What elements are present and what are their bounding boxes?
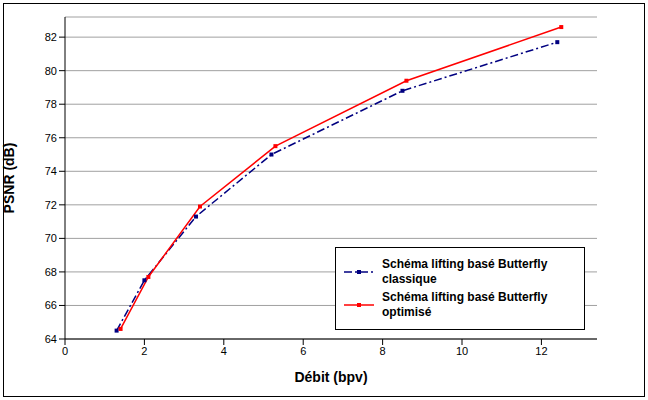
svg-text:4: 4: [221, 345, 227, 357]
svg-text:68: 68: [45, 266, 57, 278]
svg-text:82: 82: [45, 31, 57, 43]
svg-text:72: 72: [45, 199, 57, 211]
svg-text:8: 8: [380, 345, 386, 357]
svg-text:0: 0: [62, 345, 68, 357]
svg-text:80: 80: [45, 65, 57, 77]
html-text:Schéma lifting basé Butterfly: Schéma lifting basé Butterfly optimisé: [382, 290, 548, 319]
svg-text:Débit (bpv): Débit (bpv): [294, 369, 367, 385]
svg-text:12: 12: [535, 345, 547, 357]
svg-text:PSNR (dB): PSNR (dB): [1, 143, 17, 214]
svg-text:76: 76: [45, 132, 57, 144]
svg-text:10: 10: [456, 345, 468, 357]
svg-text:74: 74: [45, 165, 57, 177]
html-text:Schéma lifting basé Butterfly: Schéma lifting basé Butterfly classique: [382, 257, 548, 286]
svg-text:78: 78: [45, 98, 57, 110]
svg-text:70: 70: [45, 232, 57, 244]
svg-text:64: 64: [45, 333, 57, 345]
svg-text:6: 6: [300, 345, 306, 357]
svg-text:2: 2: [141, 345, 147, 357]
svg-text:66: 66: [45, 299, 57, 311]
